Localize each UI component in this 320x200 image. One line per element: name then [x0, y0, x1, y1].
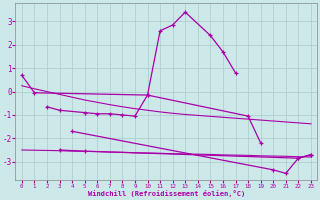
X-axis label: Windchill (Refroidissement éolien,°C): Windchill (Refroidissement éolien,°C)	[88, 190, 245, 197]
